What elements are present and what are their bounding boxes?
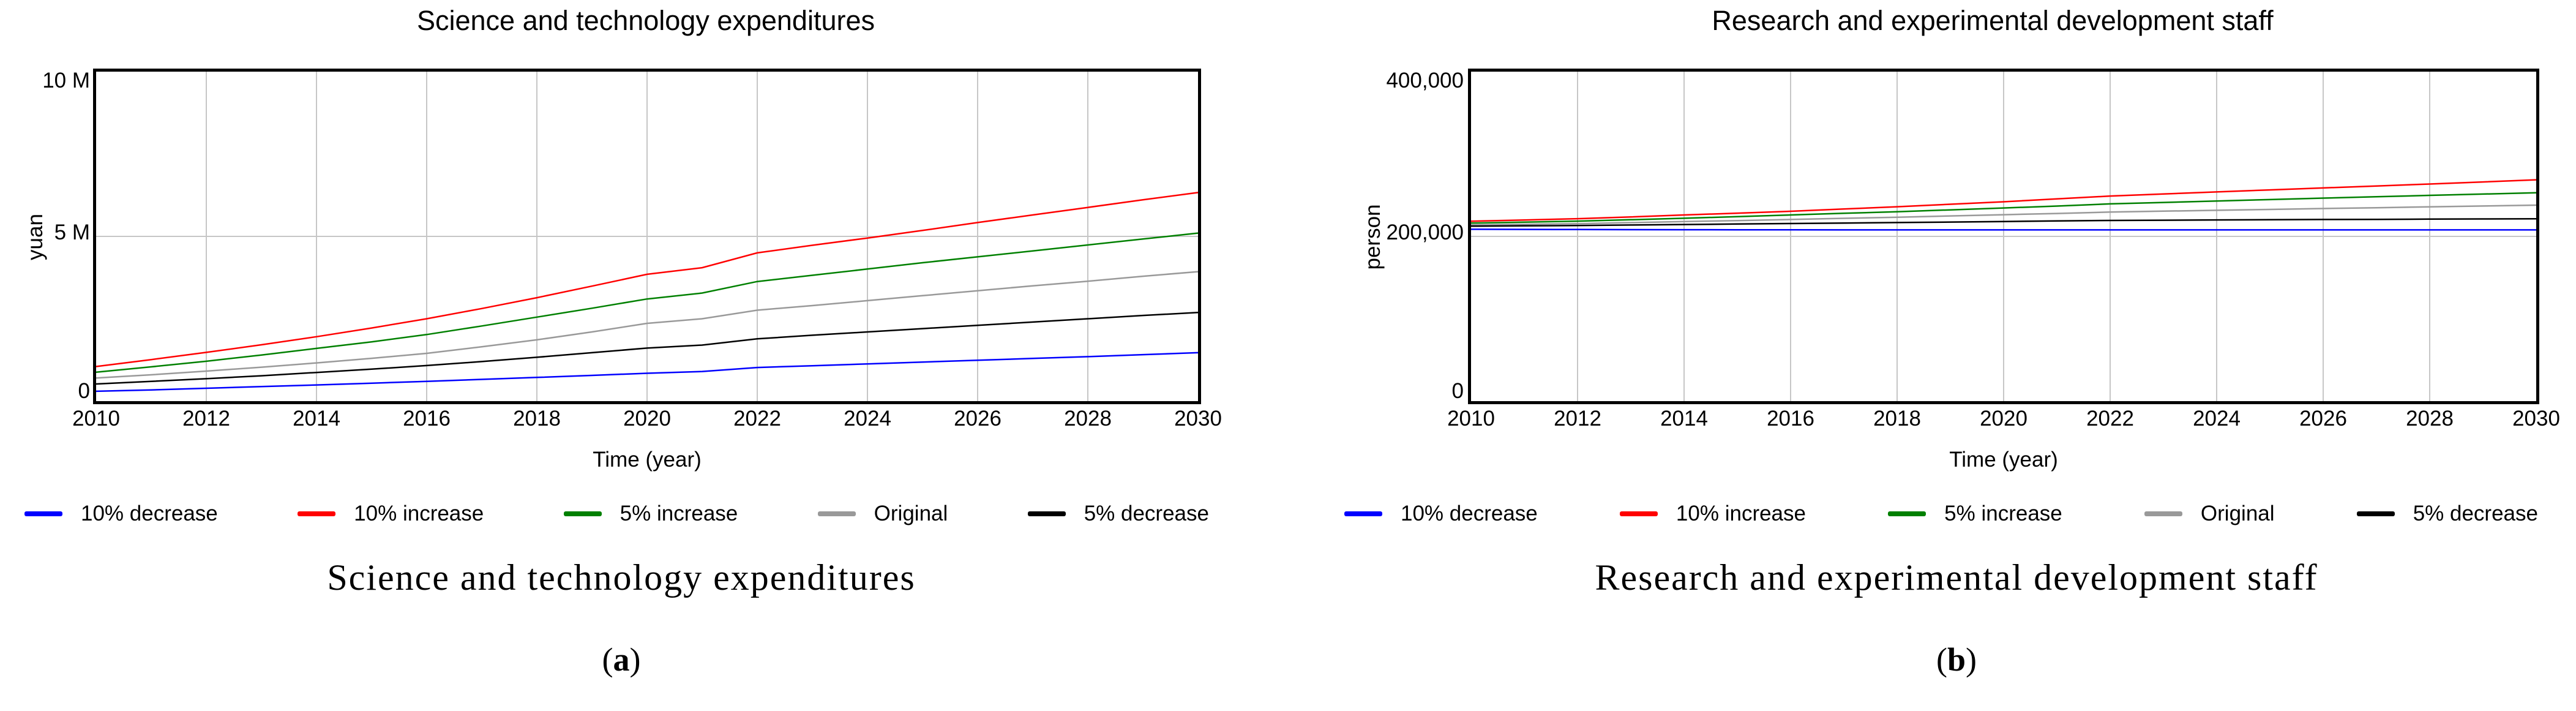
legend-swatch-5-increase	[563, 511, 602, 516]
legend-swatch-10-increase	[298, 511, 336, 516]
paren-close: )	[1966, 641, 1977, 678]
x-tick-label: 2024	[844, 407, 891, 431]
panel-a: Science and technology expenditures yuan…	[23, 5, 1222, 679]
x-tick-label: 2012	[1554, 407, 1601, 431]
x-tick-label: 2030	[1174, 407, 1222, 431]
x-tick-label: 2022	[733, 407, 781, 431]
chart-title: Science and technology expenditures	[416, 5, 875, 36]
series-line-original	[1470, 204, 2537, 226]
legend-label: 10% increase	[354, 502, 484, 525]
x-tick-label: 2010	[72, 407, 120, 431]
panel-letter-char: a	[613, 641, 630, 678]
x-tick-label: 2020	[623, 407, 671, 431]
chart-title: Research and experimental development st…	[1712, 5, 2274, 36]
legend-label: Original	[2200, 502, 2275, 525]
x-tick-label: 2018	[513, 407, 561, 431]
legend-item-5-decrease: 5% decrease	[2356, 502, 2538, 526]
y-tick-label: 5 M	[54, 220, 90, 244]
panel-caption: Science and technology expenditures	[327, 557, 916, 598]
x-tick-label: 2014	[293, 407, 340, 431]
paren-close: )	[629, 641, 641, 678]
panel-letter-char: b	[1947, 641, 1966, 678]
line-chart-b	[1468, 69, 2539, 404]
legend-swatch-10-decrease	[1344, 511, 1382, 516]
legend-label: 5% decrease	[1084, 502, 1209, 525]
x-axis-title: Time (year)	[593, 448, 702, 472]
series-line-5-increase	[1470, 192, 2537, 224]
x-tick-label: 2010	[1447, 407, 1495, 431]
line-chart-a	[93, 69, 1201, 404]
legend-item-5-increase: 5% increase	[563, 502, 738, 526]
x-tick-label: 2014	[1660, 407, 1708, 431]
legend-swatch-5-decrease	[1027, 511, 1066, 516]
x-axis-title: Time (year)	[1949, 448, 2058, 472]
x-tick-label: 2026	[2299, 407, 2347, 431]
x-tick-label: 2028	[1064, 407, 1112, 431]
legend-item-5-decrease: 5% decrease	[1027, 502, 1209, 526]
legend-swatch-5-increase	[1888, 511, 1926, 516]
legend-item-10-decrease: 10% decrease	[1344, 502, 1538, 526]
legend-item-original: Original	[817, 502, 948, 526]
legend-item-10-increase: 10% increase	[298, 502, 484, 526]
panel-letter: (a)	[70, 641, 1172, 679]
legend-label: 10% increase	[1676, 502, 1806, 525]
x-tick-label: 2016	[403, 407, 451, 431]
legend-swatch-original	[817, 511, 856, 516]
x-tick-label: 2022	[2086, 407, 2134, 431]
legend-swatch-original	[2144, 511, 2182, 516]
legend-swatch-10-decrease	[24, 511, 62, 516]
legend-label: Original	[874, 502, 948, 525]
x-tick-label: 2026	[954, 407, 1002, 431]
y-tick-label: 10 M	[42, 69, 90, 92]
paren-open: (	[602, 641, 613, 678]
legend-swatch-5-decrease	[2356, 511, 2395, 516]
panel-caption: Research and experimental development st…	[1595, 557, 2318, 598]
x-tick-label: 2024	[2193, 407, 2241, 431]
y-tick-label: 400,000	[1386, 69, 1464, 92]
legend-swatch-10-increase	[1619, 511, 1658, 516]
legend-item-original: Original	[2144, 502, 2275, 526]
x-tick-label: 2020	[1980, 407, 2027, 431]
series-line-10-decrease	[95, 352, 1199, 393]
legend-label: 5% decrease	[2413, 502, 2538, 525]
x-tick-label: 2018	[1873, 407, 1921, 431]
legend: 10% decrease 10% increase 5% increase Origi…	[1344, 502, 2538, 526]
series-line-5-decrease	[95, 312, 1199, 385]
paren-open: (	[1936, 641, 1947, 678]
panel-letter: (b)	[1406, 641, 2507, 679]
legend-label: 10% decrease	[81, 502, 218, 525]
legend-label: 5% increase	[1944, 502, 2062, 525]
legend-label: 5% increase	[620, 502, 738, 525]
series-line-original	[95, 271, 1199, 379]
series-line-10-decrease	[1470, 228, 2536, 231]
y-tick-label: 0	[1451, 379, 1464, 403]
legend: 10% decrease 10% increase 5% increase Origi…	[24, 502, 1209, 526]
series-line-10-increase	[1470, 179, 2537, 222]
legend-item-10-increase: 10% increase	[1619, 502, 1806, 526]
y-tick-label: 0	[78, 379, 90, 403]
x-tick-label: 2030	[2512, 407, 2560, 431]
x-tick-label: 2012	[182, 407, 230, 431]
legend-item-10-decrease: 10% decrease	[24, 502, 218, 526]
plot-border	[93, 69, 1201, 404]
x-tick-label: 2016	[1767, 407, 1814, 431]
legend-item-5-increase: 5% increase	[1888, 502, 2062, 526]
y-tick-label: 200,000	[1386, 220, 1464, 244]
x-tick-label: 2028	[2406, 407, 2454, 431]
series-line-5-increase	[95, 232, 1199, 373]
panel-b: Research and experimental development st…	[1288, 0, 2576, 711]
legend-label: 10% decrease	[1401, 502, 1538, 525]
series-line-10-increase	[95, 192, 1199, 367]
series-line-5-decrease	[1470, 217, 2537, 227]
plot-border	[1468, 69, 2539, 404]
